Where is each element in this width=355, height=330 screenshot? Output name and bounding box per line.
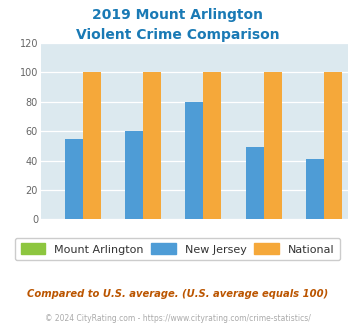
Text: Aggravated Assault: Aggravated Assault: [210, 238, 299, 247]
Text: Compared to U.S. average. (U.S. average equals 100): Compared to U.S. average. (U.S. average …: [27, 289, 328, 299]
Text: Murder & Mans...: Murder & Mans...: [95, 238, 173, 247]
Bar: [125, 131, 143, 219]
Bar: [324, 72, 342, 219]
Bar: [65, 139, 83, 219]
Bar: [185, 102, 203, 219]
Text: Violent Crime Comparison: Violent Crime Comparison: [76, 28, 279, 42]
Text: All Violent Crime: All Violent Crime: [36, 251, 112, 260]
Bar: [306, 159, 324, 219]
Bar: [83, 72, 101, 219]
Text: Rape: Rape: [303, 251, 326, 260]
Bar: [246, 148, 264, 219]
Legend: Mount Arlington, New Jersey, National: Mount Arlington, New Jersey, National: [15, 238, 340, 260]
Text: Robbery: Robbery: [176, 251, 213, 260]
Bar: [203, 72, 222, 219]
Bar: [143, 72, 161, 219]
Bar: [264, 72, 282, 219]
Text: 2019 Mount Arlington: 2019 Mount Arlington: [92, 8, 263, 22]
Text: © 2024 CityRating.com - https://www.cityrating.com/crime-statistics/: © 2024 CityRating.com - https://www.city…: [45, 314, 310, 323]
